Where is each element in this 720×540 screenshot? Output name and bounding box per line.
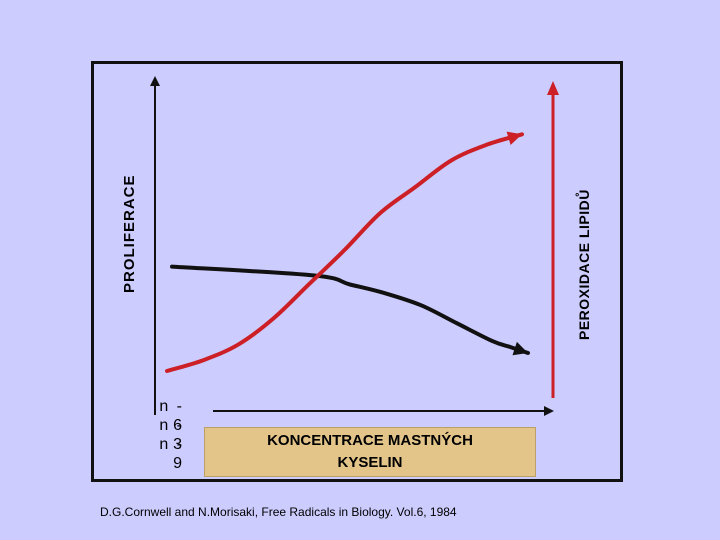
fatty-acid-class-list: n - 6 n - 3 n - 9 (146, 397, 184, 472)
proliferation-curve (170, 264, 530, 355)
y-axis-left-label: PROLIFERACE (121, 174, 138, 293)
x-axis-label-box: KONCENTRACE MASTNÝCH KYSELIN (204, 427, 536, 477)
x-axis-label: KONCENTRACE MASTNÝCH KYSELIN (267, 432, 473, 471)
fatty-acid-class-n9: n - 9 (159, 436, 184, 472)
chart-frame (91, 61, 623, 482)
lipid-peroxidation-curve (165, 132, 524, 373)
proliferation-arrowhead (512, 341, 528, 356)
y-axis-right-label: PEROXIDACE LIPIDŮ (576, 189, 592, 340)
fatty-acid-class-n6: n - 6 (159, 398, 184, 434)
lipid-peroxidation-arrowhead (506, 131, 522, 145)
fatty-acid-class-n3: n - 3 (159, 417, 184, 453)
citation: D.G.Cornwell and N.Morisaki, Free Radica… (100, 505, 457, 519)
